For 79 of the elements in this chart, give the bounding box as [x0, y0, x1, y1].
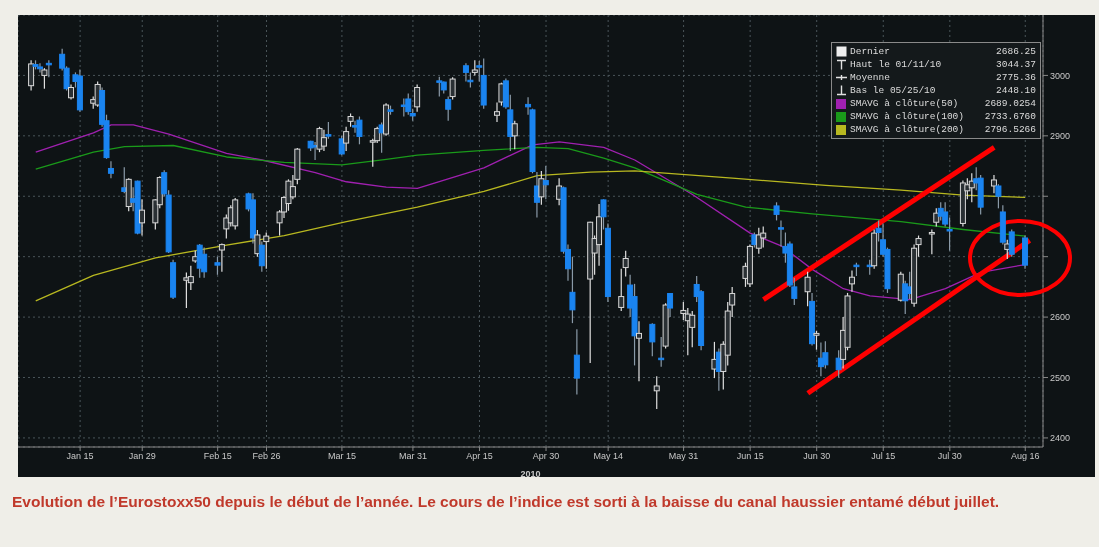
annotation: Haut le 01/11/10: [850, 58, 943, 71]
candlestick: [445, 95, 452, 122]
candlestick: [990, 174, 997, 194]
candlestick: [183, 271, 190, 309]
candlestick: [995, 183, 1002, 209]
y-tick-label: 2400: [1050, 433, 1071, 444]
candlestick: [933, 207, 940, 228]
candlestick: [121, 166, 128, 194]
x-tick-label: Apr 30: [532, 451, 560, 462]
legend-label: SMAVG à clôture(200): [850, 123, 966, 136]
candlestick: [635, 320, 642, 382]
candlestick: [258, 240, 265, 273]
candlestick: [343, 126, 350, 152]
line-series: [35, 170, 1026, 302]
annotation: Dernier: [850, 45, 891, 58]
candlestick: [618, 268, 625, 312]
candlestick: [1004, 239, 1011, 260]
candlestick: [848, 269, 855, 293]
candlestick: [201, 247, 208, 279]
candlestick: [928, 228, 935, 255]
candlestick: [214, 256, 221, 276]
candlestick: [41, 67, 48, 90]
annotation: Bas le 05/25/10: [850, 84, 937, 97]
candlestick: [804, 271, 811, 307]
x-tick-label: Mar 15: [327, 451, 356, 462]
x-tick-label: Jun 15: [736, 451, 764, 462]
x-tick-label: Jul 30: [937, 451, 962, 462]
candlestick: [218, 242, 225, 273]
text: Evolution de l’Eurostoxx50 depuis le début de l’année. Le cours de l’indice est sorti à la baisse du canal haussier entamé début juillet.: [12, 492, 1001, 512]
candlestick: [316, 126, 323, 153]
x-tick-label: May 31: [668, 451, 699, 462]
candlestick: [542, 165, 549, 200]
candlestick: [107, 160, 114, 179]
candlestick: [36, 62, 43, 73]
x-tick-label: Mar 31: [398, 451, 427, 462]
candlestick: [356, 115, 363, 145]
candlestick: [449, 76, 456, 101]
candlestick: [1008, 228, 1015, 258]
legend-label: SMAVG à clôture(100): [850, 110, 966, 123]
candlestick: [777, 219, 784, 248]
x-tick-label: Feb 26: [252, 451, 281, 462]
y-tick-label: 3000: [1050, 70, 1071, 81]
candlestick: [573, 328, 580, 396]
x-tick-label: Jul 15: [871, 451, 896, 462]
annotation: 2689.0254: [984, 97, 1036, 110]
x-tick-label: Feb 15: [203, 451, 232, 462]
x-tick-label: May 14: [593, 451, 623, 462]
annotation: 2796.5266: [984, 123, 1036, 136]
candlestick: [622, 250, 629, 278]
candlestick: [813, 330, 820, 351]
candlestick: [139, 198, 146, 237]
y-tick-label: 2500: [1050, 372, 1071, 383]
x-tick-label: Jan 15: [66, 451, 94, 462]
legend-label: SMAVG à clôture(50): [850, 97, 960, 110]
x-tick-label: Jun 30: [803, 451, 831, 462]
annotation: 3044.37: [996, 58, 1036, 71]
candlestick: [511, 120, 518, 150]
y-tick-label: 2600: [1050, 312, 1071, 323]
candlestick: [653, 375, 660, 410]
x-tick-label: Aug 16: [1010, 451, 1040, 462]
candlestick: [649, 322, 656, 357]
candlestick: [414, 83, 421, 113]
annotation: 2686.25: [996, 45, 1036, 58]
candlestick: [773, 201, 780, 222]
x-tick-label: Jan 29: [128, 451, 156, 462]
candlestick: [667, 292, 674, 318]
x-axis-title: 2010: [520, 469, 541, 479]
annotation: 2775.36: [996, 71, 1036, 84]
y-tick-label: 2900: [1050, 131, 1071, 142]
candlestick: [538, 170, 545, 206]
annotation: 2448.10: [996, 84, 1036, 97]
annotation: Moyenne: [850, 71, 891, 84]
candlestick: [494, 102, 500, 123]
candlestick: [320, 129, 327, 152]
x-tick-label: Apr 15: [466, 451, 493, 462]
annotation: 2733.6760: [984, 110, 1036, 123]
candlestick: [263, 231, 270, 270]
candlestick: [835, 349, 842, 379]
candlestick: [254, 229, 261, 258]
